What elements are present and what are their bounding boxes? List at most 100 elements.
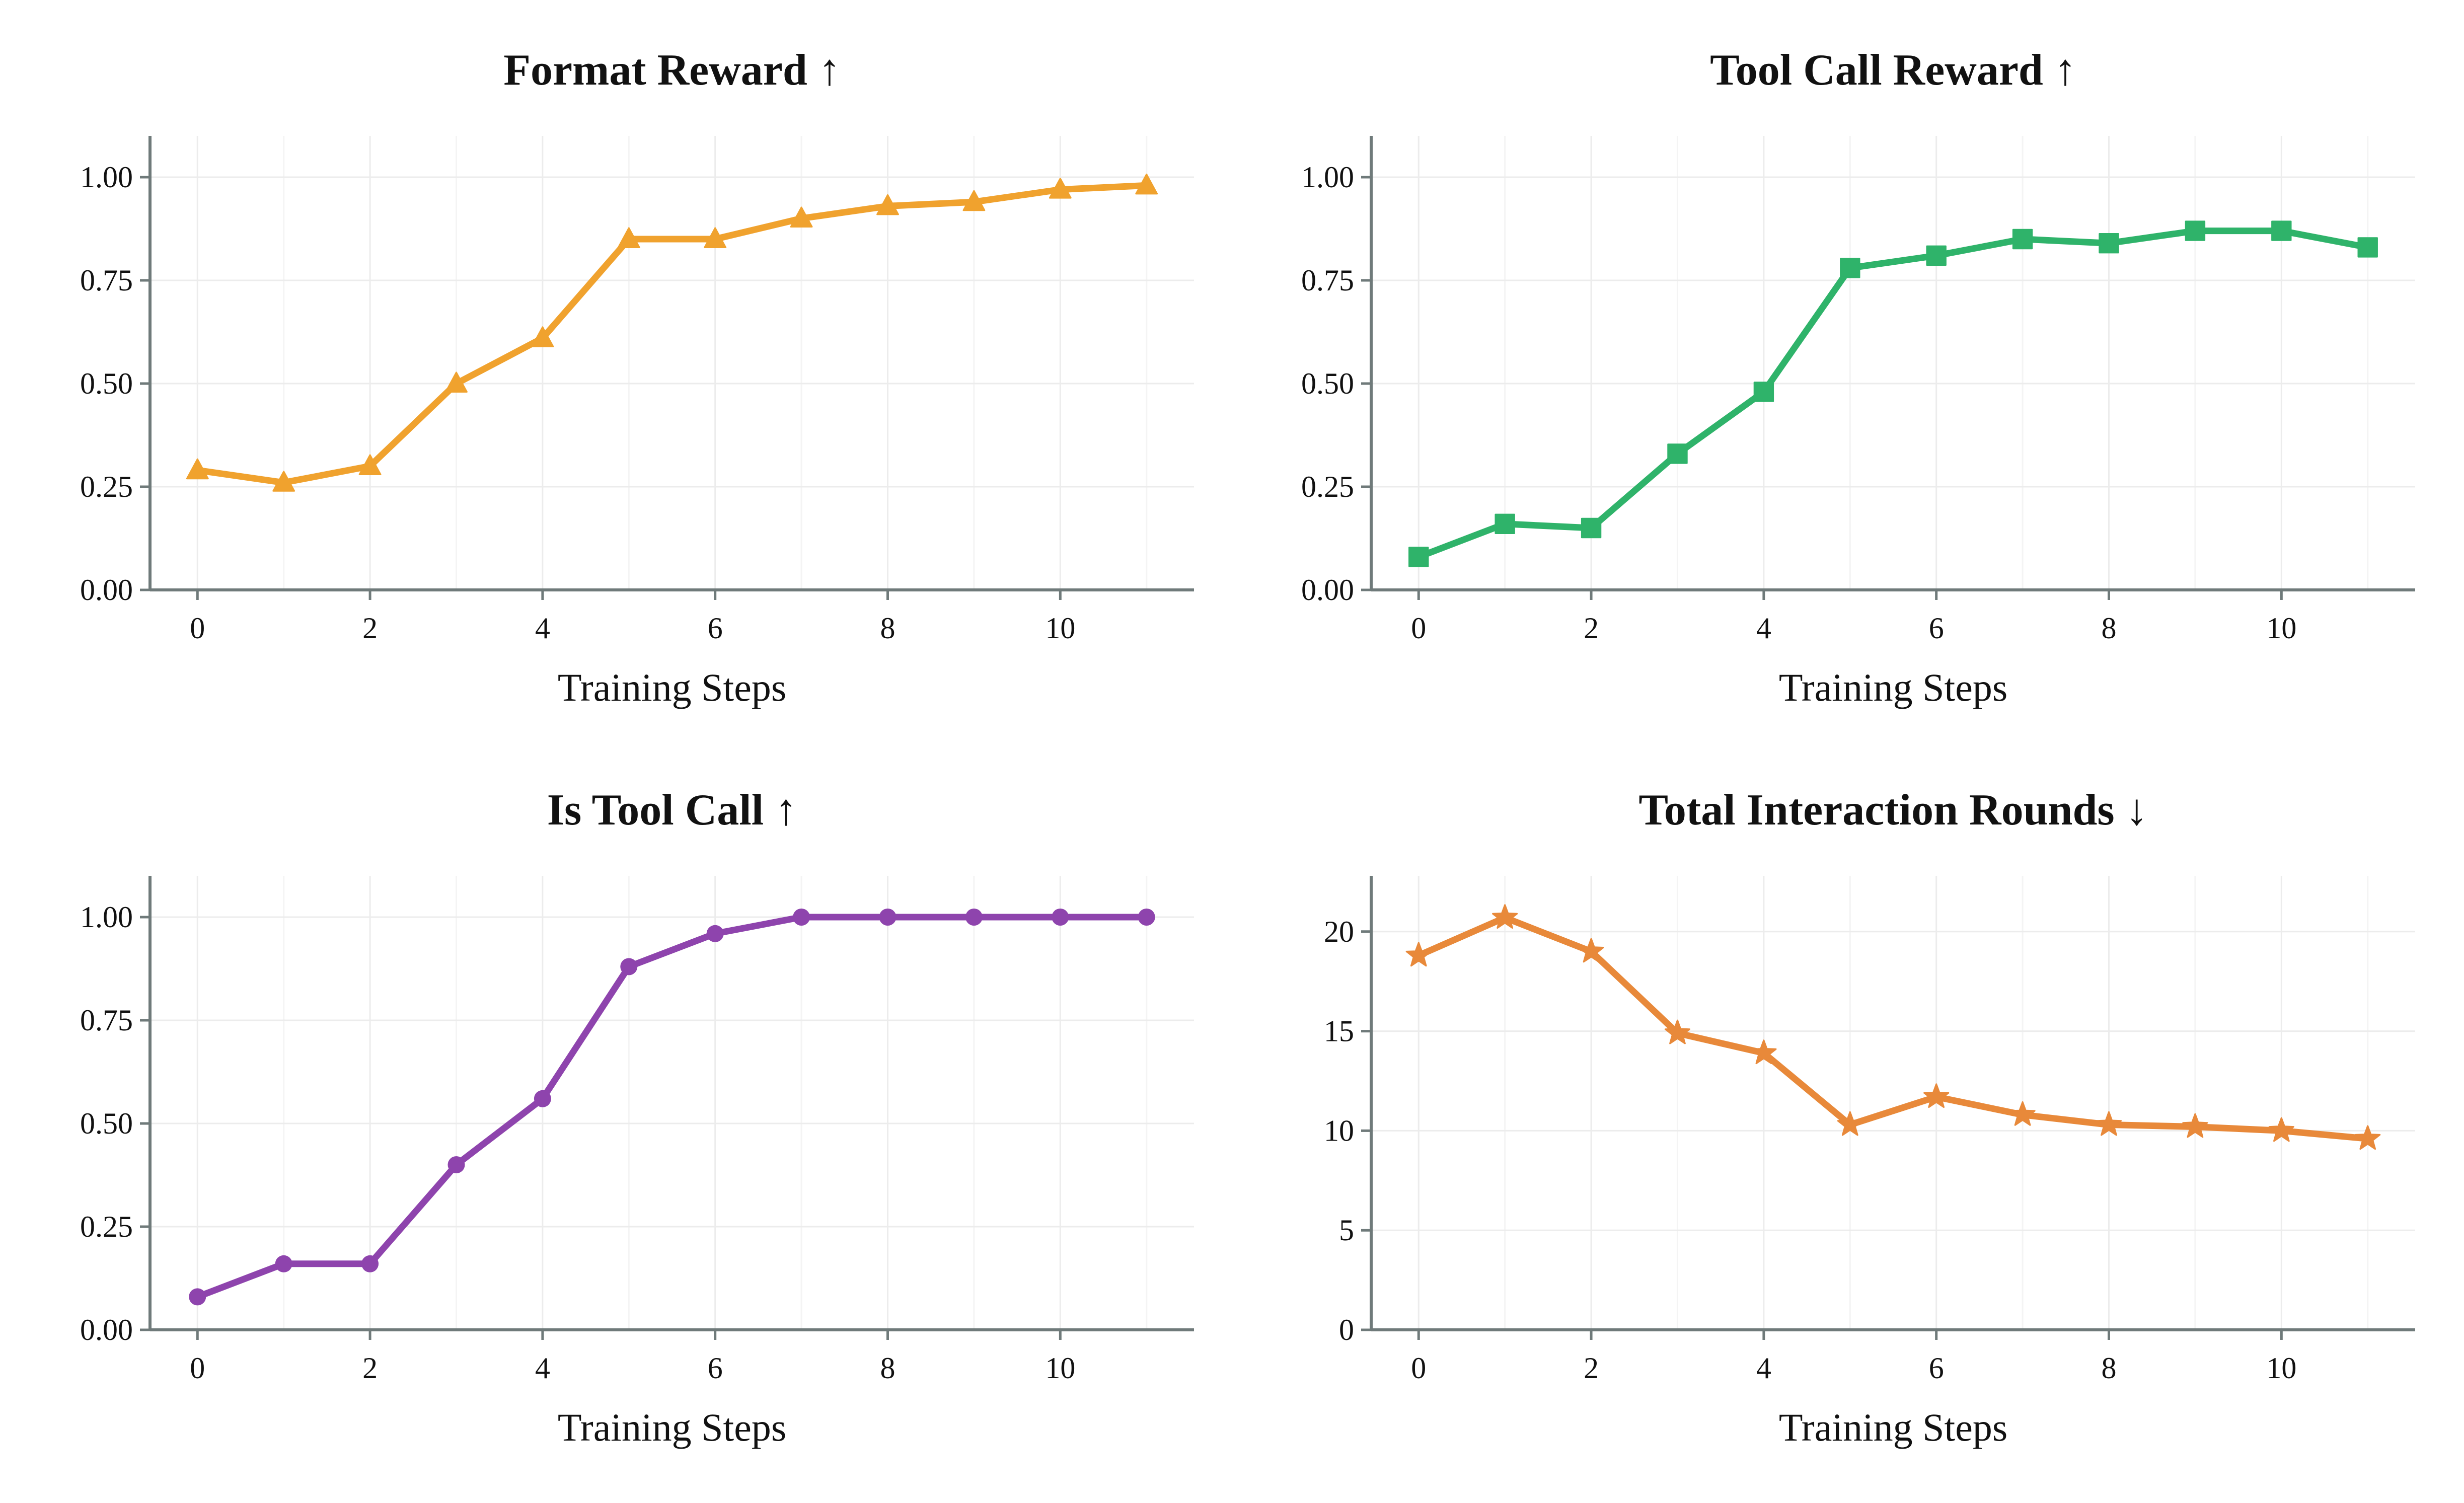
y-tick-label: 0.25 <box>80 470 133 503</box>
x-tick-label: 4 <box>1756 1351 1771 1385</box>
y-tick-label: 10 <box>1324 1114 1354 1147</box>
x-tick-label: 2 <box>1584 612 1599 645</box>
x-axis-label: Training Steps <box>558 665 786 709</box>
data-point <box>534 1090 551 1107</box>
data-point <box>361 1255 379 1272</box>
y-tick-label: 1.00 <box>80 161 133 194</box>
y-tick-label: 15 <box>1324 1015 1354 1048</box>
y-tick-label: 0.25 <box>80 1210 133 1243</box>
data-point <box>1495 513 1515 534</box>
x-tick-label: 0 <box>190 1351 205 1385</box>
x-axis-label: Training Steps <box>558 1405 786 1449</box>
data-point <box>790 206 813 228</box>
data-point <box>275 1255 292 1272</box>
data-point <box>1405 942 1432 967</box>
x-tick-label: 6 <box>1929 612 1944 645</box>
data-point <box>2012 229 2033 250</box>
x-tick-label: 4 <box>1756 612 1771 645</box>
data-point <box>272 471 295 492</box>
x-tick-label: 2 <box>362 1351 378 1385</box>
x-tick-label: 8 <box>880 612 895 645</box>
y-tick-label: 0.25 <box>1301 470 1354 503</box>
y-tick-label: 0.00 <box>80 1313 133 1346</box>
data-point <box>2096 1111 2122 1136</box>
data-point <box>189 1288 206 1306</box>
data-point <box>186 458 209 480</box>
chart-title: Is Tool Call ↑ <box>547 786 797 835</box>
data-point <box>1753 382 1774 402</box>
y-tick-label: 0.50 <box>80 367 133 400</box>
data-point <box>1751 1039 1777 1065</box>
series-line <box>194 914 1150 1300</box>
series-line <box>1415 914 2371 1142</box>
x-tick-label: 2 <box>362 612 378 645</box>
y-tick-label: 0.75 <box>1301 264 1354 297</box>
x-tick-label: 8 <box>2102 1351 2117 1385</box>
x-tick-label: 10 <box>2266 612 2296 645</box>
x-tick-label: 10 <box>1045 612 1075 645</box>
x-tick-label: 6 <box>1929 1351 1944 1385</box>
data-point <box>1837 1111 1863 1136</box>
data-point <box>1926 245 1947 266</box>
chart-panel-4: 0 2 4 6 8 10 0 5 10 15 20 Total Interaction Rounds … <box>1324 786 2415 1449</box>
y-tick-label: 0.50 <box>1301 367 1354 400</box>
x-tick-label: 6 <box>708 612 723 645</box>
y-tick-label: 0.50 <box>80 1107 133 1140</box>
data-point <box>962 190 986 211</box>
x-tick-label: 4 <box>535 1351 550 1385</box>
x-tick-label: 10 <box>2266 1351 2296 1385</box>
data-point <box>447 1156 465 1173</box>
y-tick-label: 1.00 <box>80 900 133 934</box>
data-point <box>2271 220 2292 241</box>
x-tick-label: 8 <box>2102 612 2117 645</box>
data-point <box>2357 237 2378 258</box>
data-point <box>2009 1101 2036 1126</box>
y-tick-label: 0.00 <box>80 573 133 607</box>
y-tick-label: 0.75 <box>80 1004 133 1037</box>
x-tick-label: 8 <box>880 1351 895 1385</box>
data-point <box>2355 1125 2381 1150</box>
chart-title: Tool Call Reward ↑ <box>1710 46 2076 95</box>
chart-panel-2: 0 2 4 6 8 10 0.00 0.25 0.50 0.75 1.00 Tool Call Rew… <box>1301 46 2415 709</box>
chart-title: Format Reward ↑ <box>503 46 841 95</box>
data-point <box>793 909 810 926</box>
data-point <box>1138 909 1155 926</box>
x-axis-label: Training Steps <box>1779 1405 2007 1449</box>
data-point <box>1135 173 1158 195</box>
data-point <box>704 227 727 248</box>
data-point <box>445 371 468 393</box>
chart-panel-3: 0 2 4 6 8 10 0.00 0.25 0.50 0.75 1.00 Is Tool Call … <box>80 786 1194 1449</box>
data-point <box>1923 1083 1950 1108</box>
data-point <box>531 326 554 347</box>
data-point <box>1492 904 1518 929</box>
series-line <box>194 182 1150 486</box>
y-tick-label: 0 <box>1339 1313 1354 1346</box>
data-point <box>1578 938 1604 963</box>
y-tick-label: 5 <box>1339 1214 1354 1247</box>
data-point <box>1049 178 1072 199</box>
chart-title: Total Interaction Rounds ↓ <box>1638 786 2147 835</box>
data-point <box>2268 1117 2294 1142</box>
data-point <box>1664 1019 1690 1044</box>
data-point <box>358 454 382 475</box>
y-tick-label: 20 <box>1324 915 1354 948</box>
data-point <box>706 925 724 942</box>
x-tick-label: 4 <box>535 612 550 645</box>
y-tick-label: 0.00 <box>1301 573 1354 607</box>
data-point <box>1840 258 1860 278</box>
data-point <box>620 958 638 975</box>
chart-panel-1: 0 2 4 6 8 10 0.00 0.25 0.50 0.75 1.00 Format Reward… <box>80 46 1194 709</box>
x-axis-label: Training Steps <box>1779 665 2007 709</box>
data-point <box>879 909 897 926</box>
data-point <box>965 909 983 926</box>
x-tick-label: 6 <box>708 1351 723 1385</box>
x-tick-label: 0 <box>1411 1351 1426 1385</box>
data-point <box>876 194 899 215</box>
data-point <box>1667 443 1688 464</box>
x-tick-label: 2 <box>1584 1351 1599 1385</box>
data-point <box>2099 233 2119 254</box>
y-tick-label: 0.75 <box>80 264 133 297</box>
series-line <box>1415 228 2371 560</box>
data-point <box>2185 220 2206 241</box>
